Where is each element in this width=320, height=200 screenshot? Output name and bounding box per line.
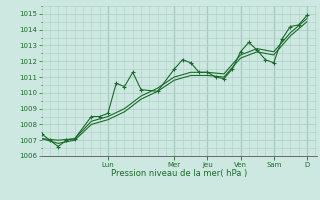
X-axis label: Pression niveau de la mer( hPa ): Pression niveau de la mer( hPa )	[111, 169, 247, 178]
